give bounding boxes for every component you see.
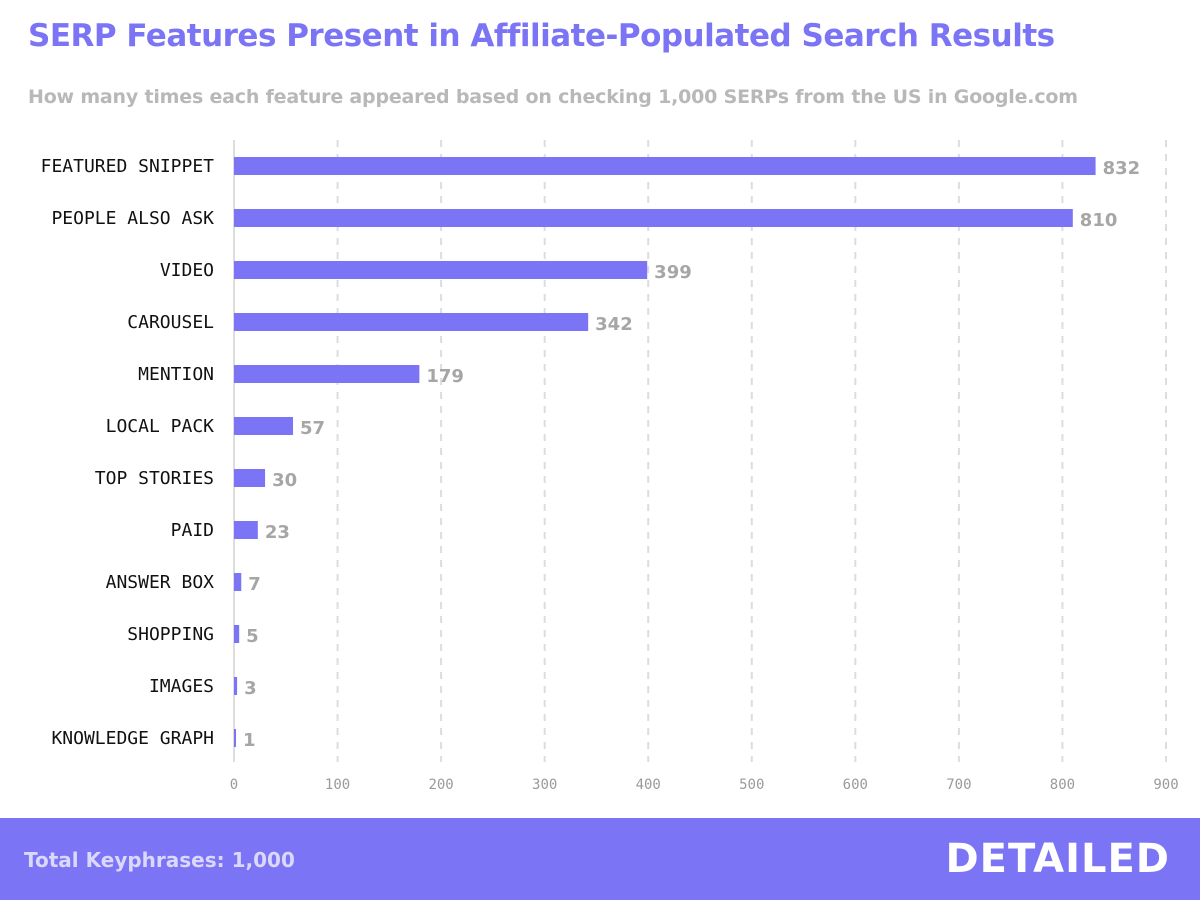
detailed-logo: DETAILED bbox=[945, 836, 1170, 882]
value-label: 3 bbox=[244, 678, 257, 699]
category-label: LOCAL PACK bbox=[106, 416, 215, 437]
value-label: 399 bbox=[654, 262, 692, 283]
footer-bar: Total Keyphrases: 1,000 DETAILED bbox=[0, 818, 1200, 900]
category-label: ANSWER BOX bbox=[106, 572, 215, 593]
x-tick-label: 200 bbox=[428, 777, 453, 793]
category-label: TOP STORIES bbox=[95, 468, 214, 489]
chart-subtitle: How many times each feature appeared bas… bbox=[28, 86, 1078, 108]
bar bbox=[234, 625, 240, 643]
chart-title: SERP Features Present in Affiliate-Popul… bbox=[28, 18, 1055, 54]
bar bbox=[234, 573, 242, 591]
x-tick-label: 600 bbox=[843, 777, 868, 793]
category-label: SHOPPING bbox=[127, 624, 214, 645]
x-tick-label: 400 bbox=[636, 777, 661, 793]
bar bbox=[234, 261, 648, 279]
value-label: 57 bbox=[300, 418, 325, 439]
category-label: MENTION bbox=[138, 364, 214, 385]
x-tick-label: 500 bbox=[739, 777, 764, 793]
total-keyphrases-note: Total Keyphrases: 1,000 bbox=[24, 848, 295, 872]
bar bbox=[234, 521, 258, 539]
bar bbox=[234, 157, 1096, 175]
bar-chart: 0 100 200 300 400 500 600 700 800 900 FEATURED SNI… bbox=[41, 140, 1179, 793]
bar bbox=[234, 417, 294, 435]
category-label: VIDEO bbox=[160, 260, 214, 281]
category-label: CAROUSEL bbox=[127, 312, 214, 333]
bar bbox=[234, 469, 266, 487]
value-label: 23 bbox=[265, 522, 290, 543]
category-label: IMAGES bbox=[149, 676, 214, 697]
bar bbox=[234, 209, 1073, 227]
value-label: 1 bbox=[243, 730, 256, 751]
value-label: 179 bbox=[426, 366, 464, 387]
x-tick-label: 100 bbox=[325, 777, 350, 793]
bar bbox=[234, 313, 589, 331]
x-tick-label: 700 bbox=[946, 777, 971, 793]
bar bbox=[234, 729, 236, 747]
value-label: 810 bbox=[1080, 210, 1118, 231]
category-label: KNOWLEDGE GRAPH bbox=[51, 728, 214, 749]
x-tick-label: 0 bbox=[230, 777, 238, 793]
bar bbox=[234, 365, 420, 383]
bar bbox=[234, 677, 238, 695]
value-label: 832 bbox=[1103, 158, 1141, 179]
category-label: PEOPLE ALSO ASK bbox=[51, 208, 214, 229]
x-tick-label: 800 bbox=[1050, 777, 1075, 793]
x-tick-label: 900 bbox=[1153, 777, 1178, 793]
category-label: PAID bbox=[171, 520, 214, 541]
category-label: FEATURED SNIPPET bbox=[41, 156, 215, 177]
value-label: 30 bbox=[272, 470, 297, 491]
x-tick-label: 300 bbox=[532, 777, 557, 793]
value-label: 7 bbox=[248, 574, 261, 595]
value-label: 5 bbox=[246, 626, 259, 647]
value-label: 342 bbox=[595, 314, 633, 335]
